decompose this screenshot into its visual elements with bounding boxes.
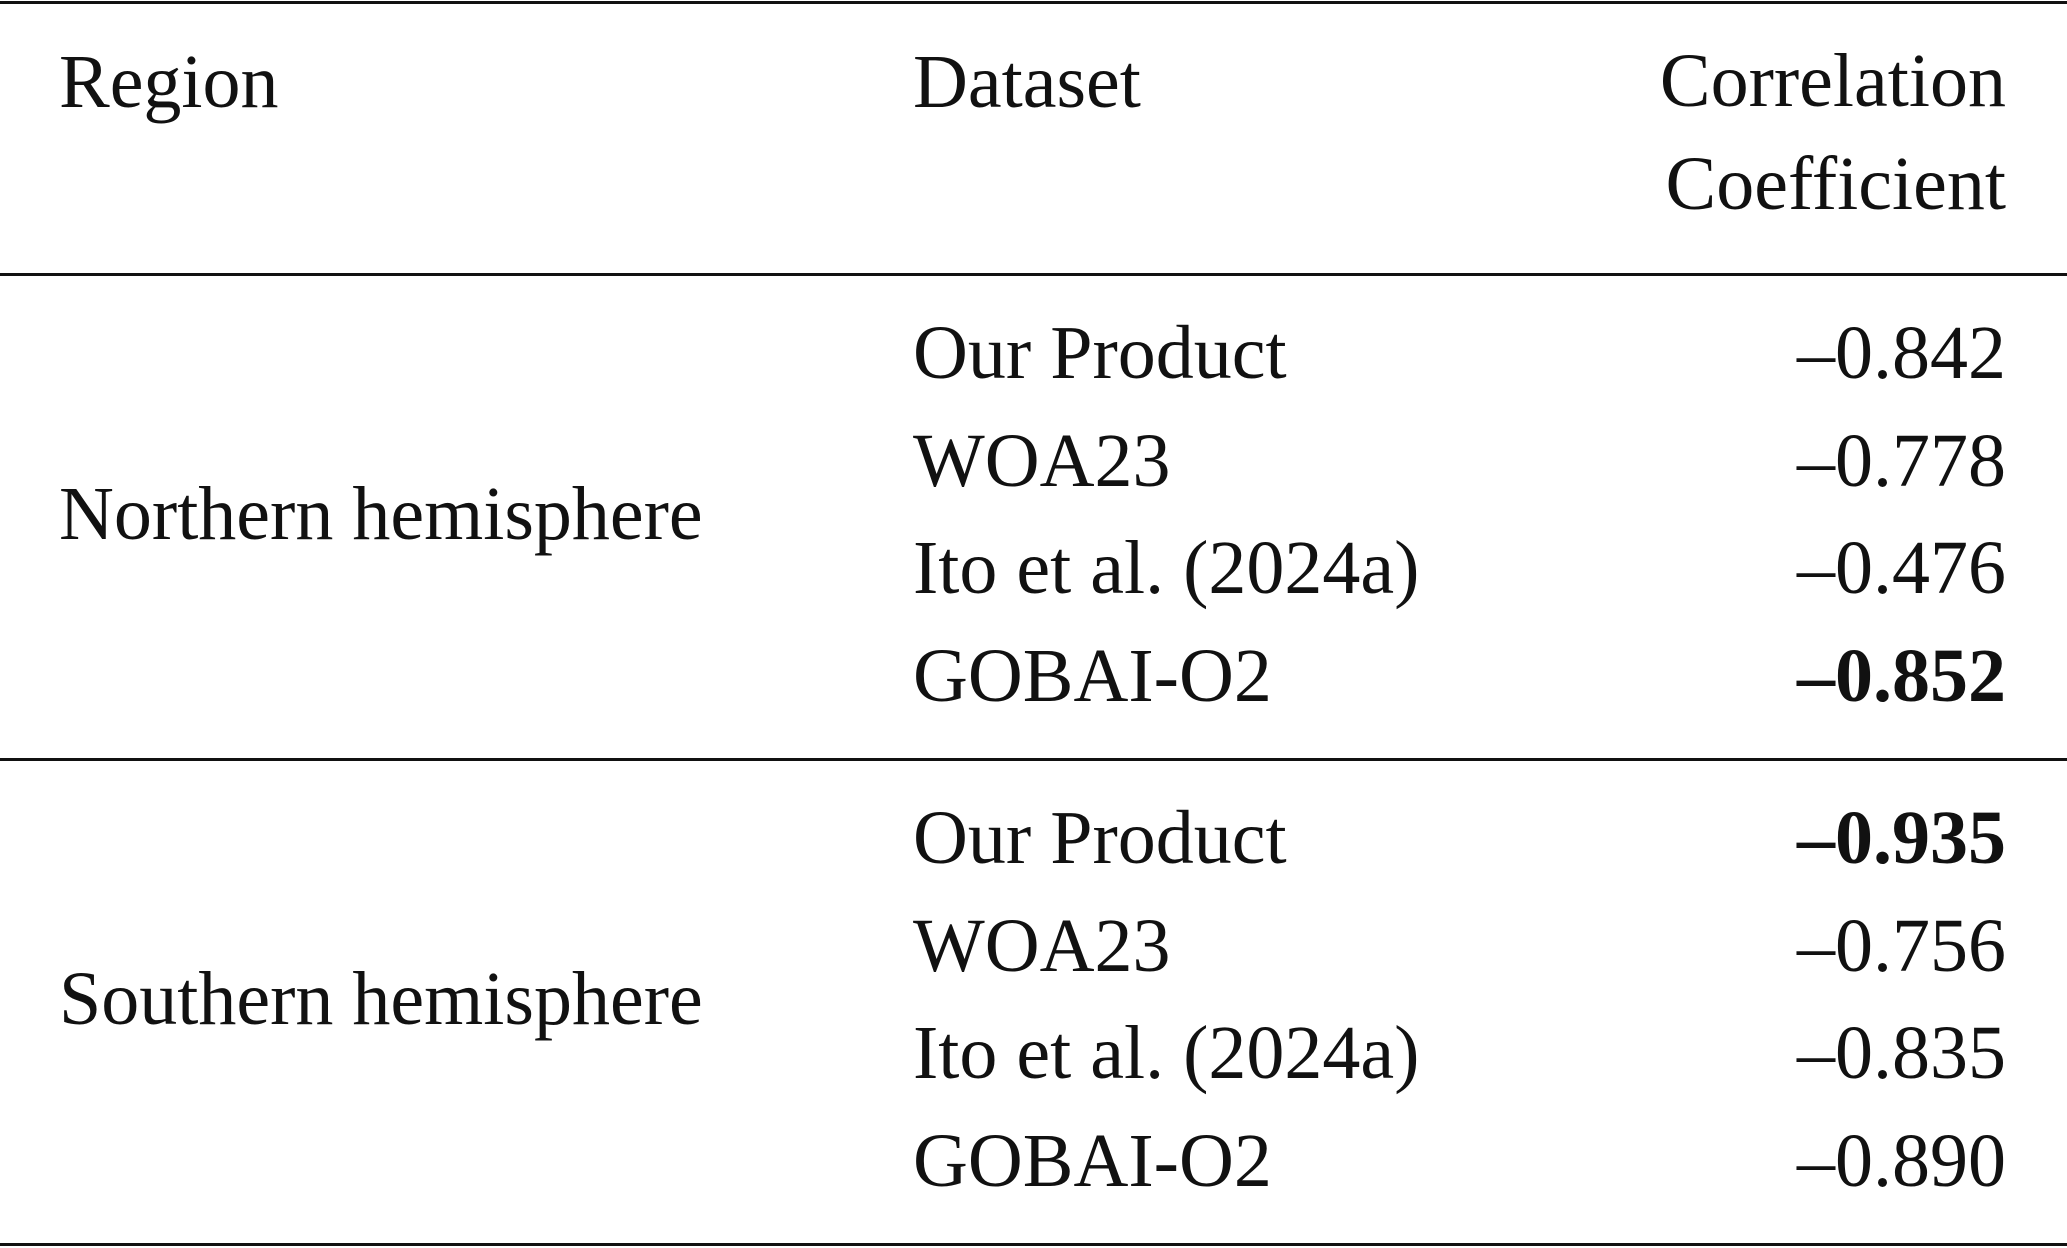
value-cell: –0.778: [1797, 418, 2006, 503]
dataset-cell: GOBAI-O2: [913, 633, 1272, 718]
header-cell: Dataset: [913, 40, 1141, 124]
region-cell: Southern hemisphere: [59, 957, 703, 1042]
value-cell: –0.476: [1797, 526, 2006, 610]
rule: [0, 758, 2067, 761]
dataset-cell: Our Product: [913, 796, 1287, 880]
value-cell: –0.756: [1797, 903, 2006, 988]
value-cell: –0.842: [1797, 311, 2006, 395]
dataset-cell: Ito et al. (2024a): [913, 526, 1420, 610]
rule: [0, 273, 2067, 276]
value-cell: –0.835: [1797, 1011, 2006, 1095]
rule: [0, 1243, 2067, 1246]
dataset-cell: WOA23: [913, 903, 1171, 988]
dataset-cell: GOBAI-O2: [913, 1118, 1272, 1203]
value-cell: –0.890: [1797, 1118, 2006, 1203]
value-cell: –0.935: [1797, 796, 2006, 880]
header-cell: Region: [59, 40, 279, 124]
region-cell: Northern hemisphere: [59, 472, 703, 557]
dataset-cell: Our Product: [913, 311, 1287, 395]
rule: [0, 1, 2067, 4]
value-cell: –0.852: [1797, 633, 2006, 718]
header-cell: Correlation Coefficient: [1660, 30, 2006, 236]
header-text: Correlation Coefficient: [1659, 39, 2006, 226]
dataset-cell: Ito et al. (2024a): [913, 1011, 1420, 1095]
dataset-cell: WOA23: [913, 418, 1171, 503]
